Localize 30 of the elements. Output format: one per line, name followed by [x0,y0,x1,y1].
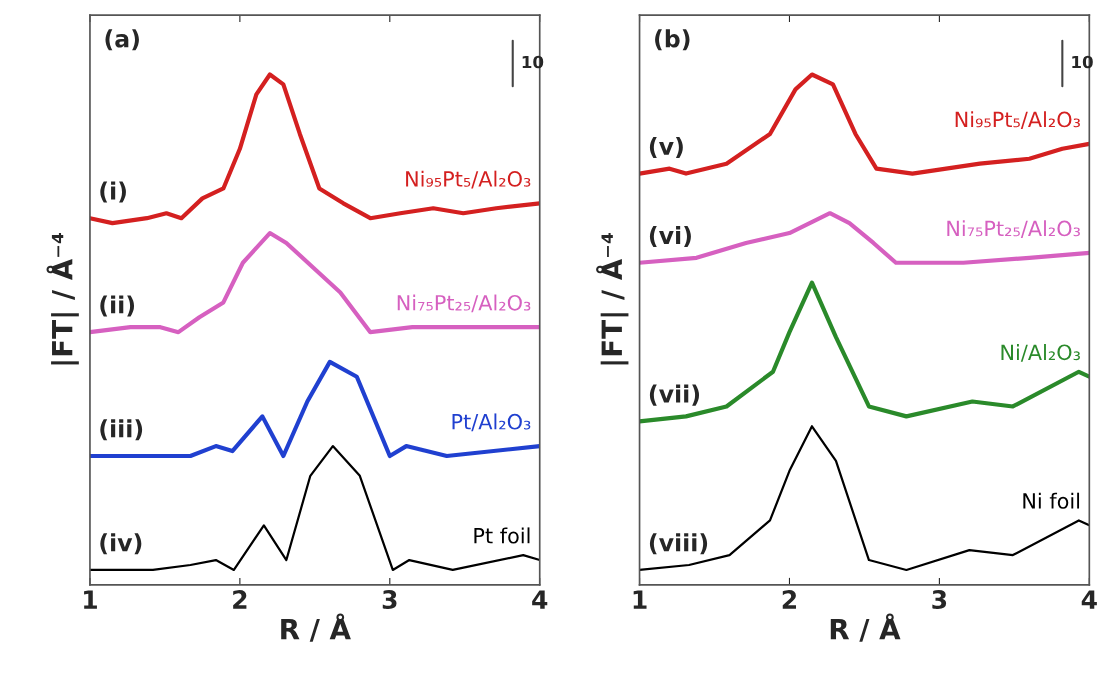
y-axis-title: |FT| / Å⁻⁴ [46,233,79,365]
x-tick-label: 1 [84,590,97,609]
series-label: Ni₇₅Pt₂₅/Al₂O₃ [397,294,531,313]
annotation: (ii) [100,295,135,317]
annotation: (v) [649,136,683,158]
series-label: Ni₇₅Pt₂₅/Al₂O₃ [947,220,1080,238]
series-label: Pt foil [474,527,530,544]
annotation: (i) [100,181,126,203]
series-label: Ni foil [1023,492,1080,509]
annotation: (vi) [649,226,691,248]
y-axis-title: |FT| / Å⁻⁴ [596,233,629,365]
x-tick-label: 2 [233,590,247,609]
x-axis-title: R / Å [281,613,351,642]
x-tick-label: 2 [782,590,796,609]
series-label: Ni₉₅Pt₅/Al₂O₃ [955,111,1080,129]
annotation: (viii) [649,533,708,555]
annotation: (vii) [649,384,700,406]
x-tick-label: 4 [532,590,548,609]
x-tick-label: 3 [932,590,947,610]
x-tick-label: 1 [633,590,647,609]
chart-title: (a) [105,29,139,51]
series-label: Ni/Al₂O₃ [1001,344,1080,362]
series-label: Ni₉₅Pt₅/Al₂O₃ [406,170,531,189]
x-tick-label: 4 [1081,590,1097,609]
annotation: (iv) [100,533,142,555]
chart-title: (b) [655,29,690,51]
annotation: (iii) [100,419,143,441]
x-tick-label: 3 [382,590,397,610]
series-label: Pt/Al₂O₃ [452,413,531,432]
x-axis-title: R / Å [830,613,901,642]
